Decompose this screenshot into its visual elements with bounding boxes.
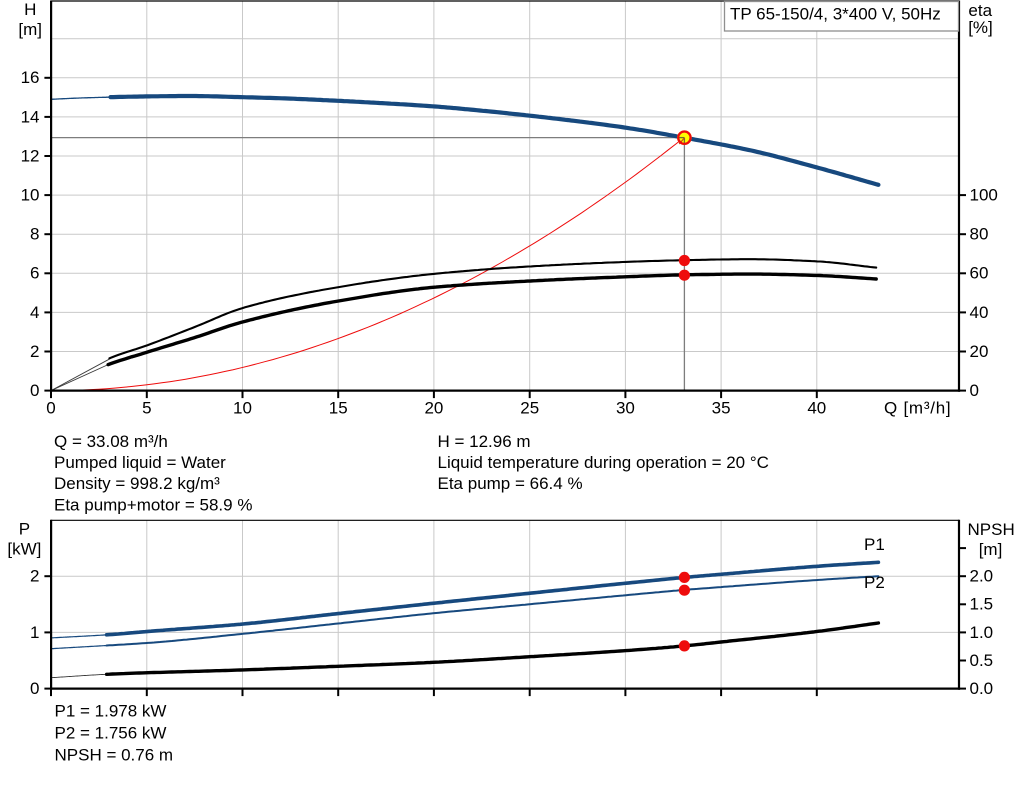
svg-text:0: 0 xyxy=(30,679,39,698)
svg-text:Pumped liquid = Water: Pumped liquid = Water xyxy=(54,453,226,472)
svg-text:P2 = 1.756 kW: P2 = 1.756 kW xyxy=(55,724,167,743)
svg-text:10: 10 xyxy=(21,186,40,205)
svg-text:H = 12.96 m: H = 12.96 m xyxy=(438,432,531,451)
svg-text:35: 35 xyxy=(712,399,731,418)
svg-text:14: 14 xyxy=(21,107,40,126)
svg-text:Q [m³/h]: Q [m³/h] xyxy=(884,399,951,418)
svg-text:40: 40 xyxy=(807,399,826,418)
svg-text:Eta pump+motor = 58.9 %: Eta pump+motor = 58.9 % xyxy=(54,495,252,514)
svg-text:Eta pump = 66.4 %: Eta pump = 66.4 % xyxy=(438,474,583,493)
svg-text:0: 0 xyxy=(970,381,979,400)
svg-text:P1 = 1.978 kW: P1 = 1.978 kW xyxy=(55,702,167,721)
svg-text:2.0: 2.0 xyxy=(970,567,994,586)
svg-text:40: 40 xyxy=(970,303,989,322)
svg-text:60: 60 xyxy=(970,264,989,283)
svg-text:8: 8 xyxy=(30,225,39,244)
svg-text:[%]: [%] xyxy=(968,18,993,37)
svg-text:10: 10 xyxy=(233,399,252,418)
svg-text:20: 20 xyxy=(424,399,443,418)
svg-text:P2: P2 xyxy=(864,573,885,592)
svg-text:TP 65-150/4, 3*400 V, 50Hz: TP 65-150/4, 3*400 V, 50Hz xyxy=(730,5,941,24)
svg-text:1: 1 xyxy=(30,623,39,642)
svg-text:[m]: [m] xyxy=(18,20,42,39)
svg-text:100: 100 xyxy=(970,186,998,205)
svg-text:5: 5 xyxy=(142,399,151,418)
svg-text:Liquid temperature during oper: Liquid temperature during operation = 20… xyxy=(438,453,769,472)
svg-text:eta: eta xyxy=(968,1,992,20)
svg-text:6: 6 xyxy=(30,264,39,283)
svg-text:1.5: 1.5 xyxy=(970,595,994,614)
svg-text:0: 0 xyxy=(30,381,39,400)
svg-text:[m]: [m] xyxy=(979,540,1003,559)
svg-text:H: H xyxy=(24,0,36,19)
svg-text:25: 25 xyxy=(520,399,539,418)
svg-text:12: 12 xyxy=(21,146,40,165)
svg-text:30: 30 xyxy=(616,399,635,418)
svg-text:P1: P1 xyxy=(864,535,885,554)
svg-text:0.0: 0.0 xyxy=(970,679,994,698)
svg-text:Q = 33.08 m³/h: Q = 33.08 m³/h xyxy=(54,432,168,451)
svg-text:4: 4 xyxy=(30,303,39,322)
svg-text:P: P xyxy=(19,519,30,538)
svg-text:16: 16 xyxy=(21,68,40,87)
svg-text:15: 15 xyxy=(329,399,348,418)
svg-text:1.0: 1.0 xyxy=(970,623,994,642)
svg-text:20: 20 xyxy=(970,342,989,361)
svg-text:0: 0 xyxy=(46,399,55,418)
svg-text:2: 2 xyxy=(30,567,39,586)
svg-text:[kW]: [kW] xyxy=(7,539,41,558)
svg-text:NPSH = 0.76 m: NPSH = 0.76 m xyxy=(55,746,174,765)
svg-text:80: 80 xyxy=(970,225,989,244)
svg-text:NPSH: NPSH xyxy=(968,520,1015,539)
svg-text:2: 2 xyxy=(30,342,39,361)
svg-text:0.5: 0.5 xyxy=(970,651,994,670)
svg-text:Density = 998.2 kg/m³: Density = 998.2 kg/m³ xyxy=(54,474,220,493)
